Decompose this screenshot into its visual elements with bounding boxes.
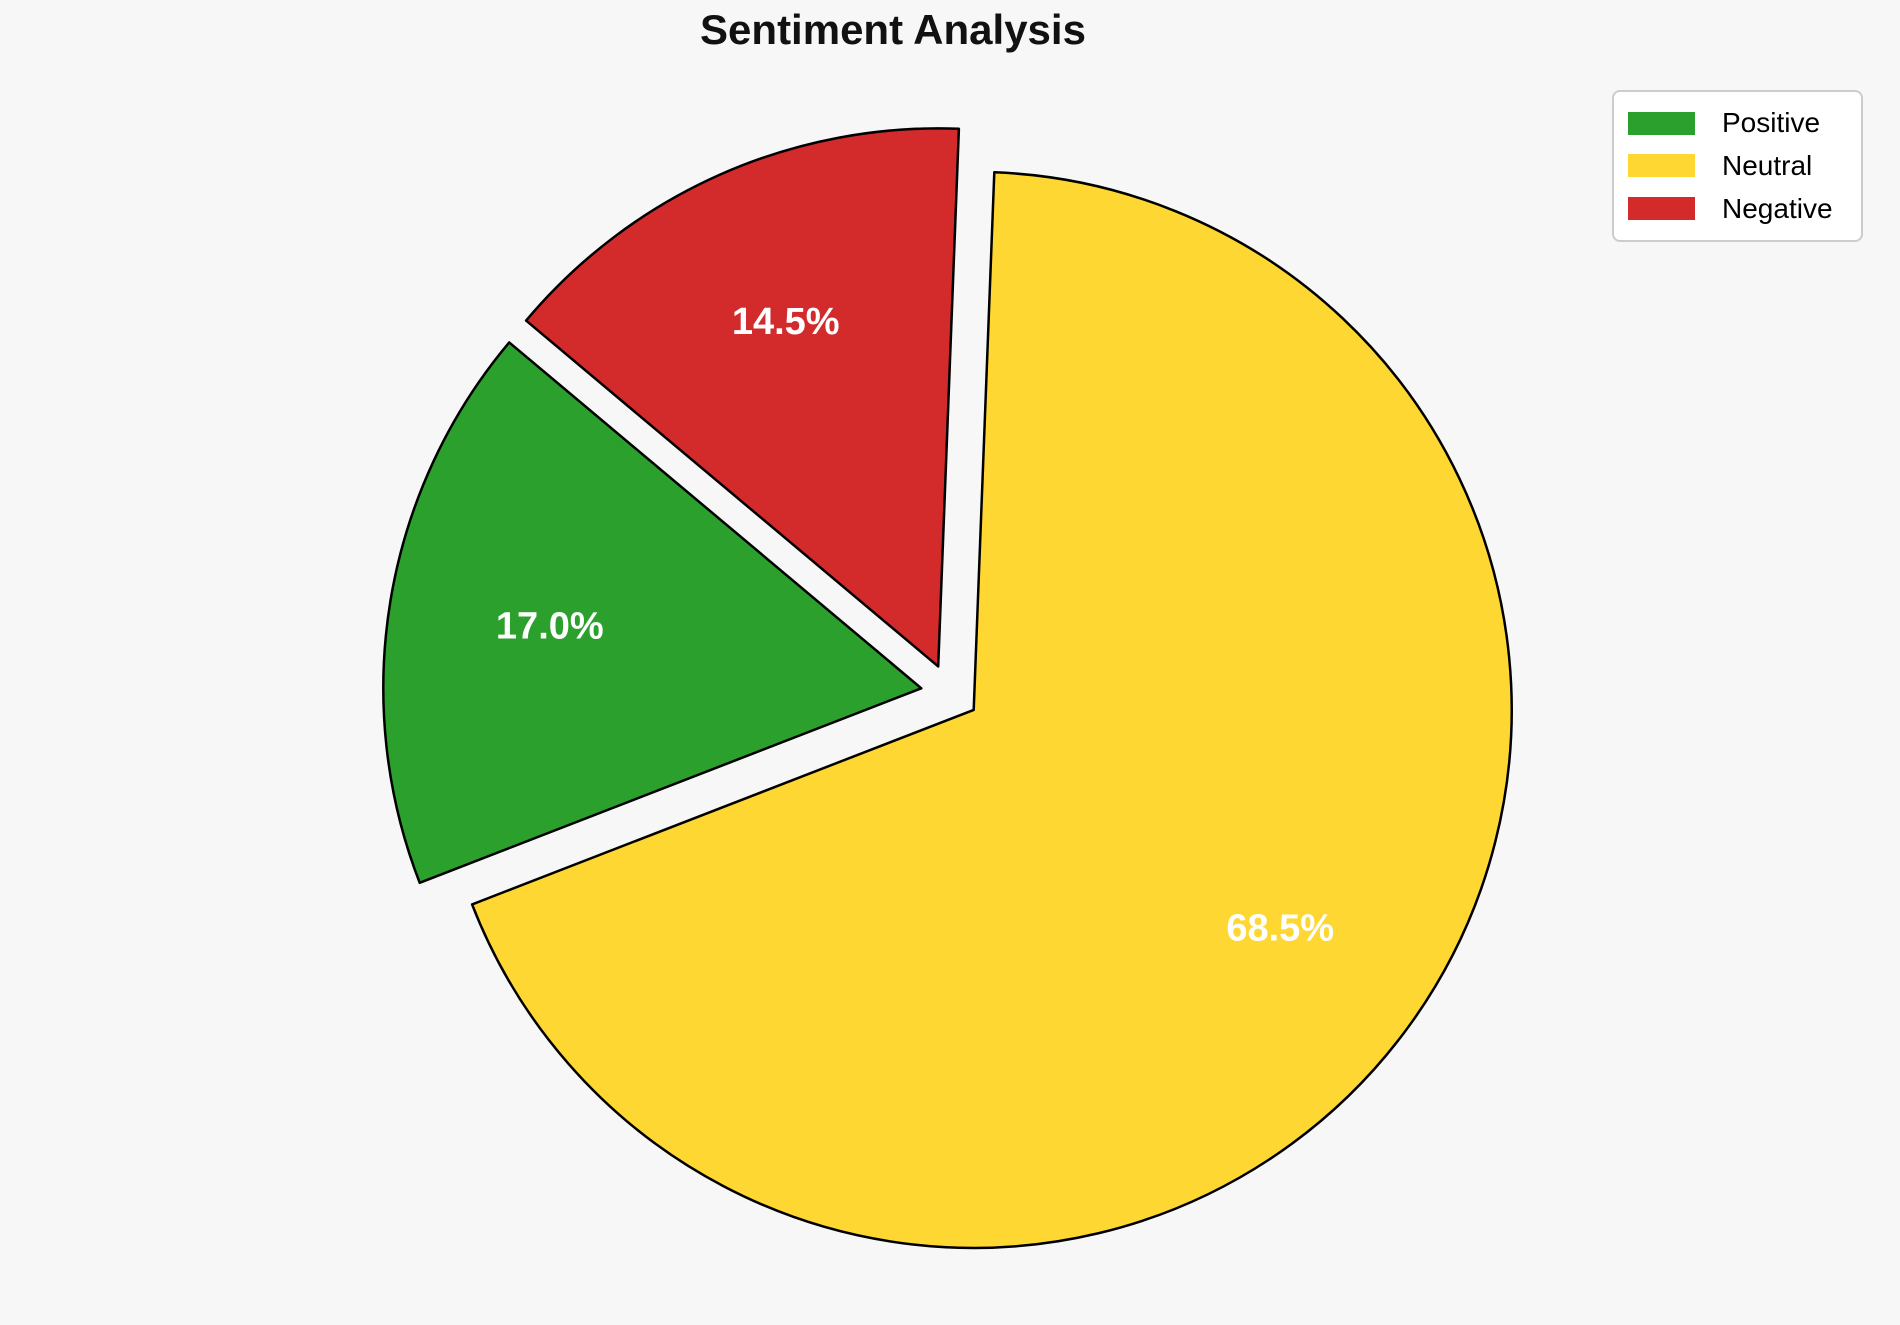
slice-label-positive: 17.0% xyxy=(496,606,604,648)
legend: Positive Neutral Negative xyxy=(1612,90,1863,242)
pie-slice-neutral xyxy=(470,171,1513,1250)
slice-label-negative: 14.5% xyxy=(732,301,840,343)
legend-item-positive: Positive xyxy=(1628,109,1847,137)
legend-item-neutral: Neutral xyxy=(1628,149,1847,181)
chart-title: Sentiment Analysis xyxy=(700,6,1086,53)
legend-item-negative: Negative xyxy=(1628,192,1847,224)
legend-label-positive: Positive xyxy=(1722,107,1821,139)
slice-label-neutral: 68.5% xyxy=(1226,908,1334,950)
pie-slice-negative xyxy=(524,127,961,668)
legend-swatch-negative-icon xyxy=(1628,197,1695,221)
legend-label-negative: Negative xyxy=(1722,192,1833,224)
pie-slice-positive xyxy=(382,341,923,885)
legend-label-neutral: Neutral xyxy=(1722,149,1813,181)
legend-swatch-positive-icon xyxy=(1628,111,1695,135)
legend-swatch-neutral-icon xyxy=(1628,154,1695,178)
